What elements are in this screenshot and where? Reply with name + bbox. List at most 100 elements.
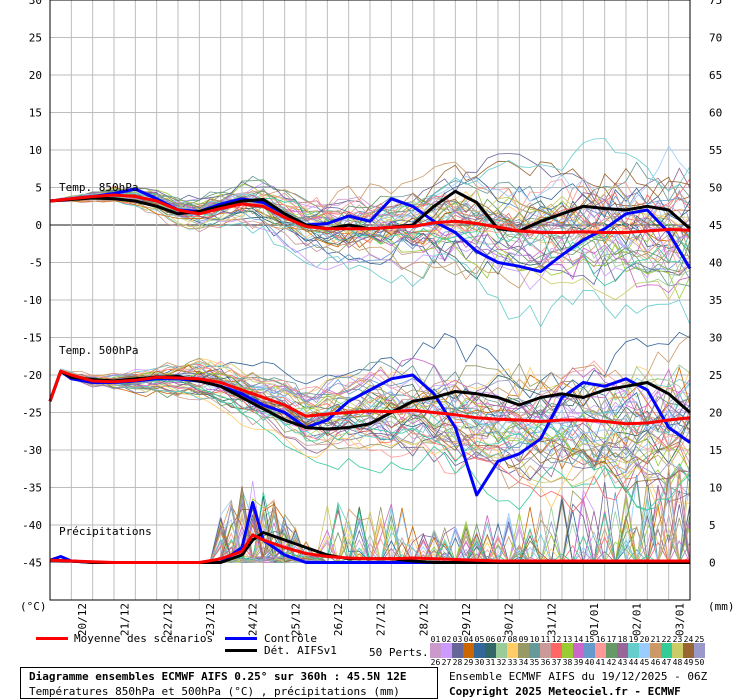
- pert-swatch: [529, 643, 540, 652]
- left-tick-label: 25: [29, 32, 42, 45]
- copyright: Copyright 2025 Meteociel.fr - ECMWF: [449, 685, 681, 698]
- right-tick-label: 10: [709, 482, 722, 495]
- left-axis-unit: (°C): [20, 600, 47, 613]
- x-tick-label: 28/12: [417, 603, 430, 636]
- pert-legend-item: 50: [694, 649, 705, 667]
- pert-legend-item: 43: [617, 649, 628, 667]
- pert-number: 25: [694, 635, 705, 644]
- right-tick-label: 0: [709, 557, 716, 570]
- pert-swatch: [430, 643, 441, 652]
- perturbation-line-t850: [49, 190, 691, 294]
- pert-legend-row-1: 01 02 03 04 05 06 07 08 09 10 11 12 13 14 15 16 17 18 19 20…: [430, 635, 705, 652]
- pert-legend-item: 18: [617, 635, 628, 652]
- pert-number: 46: [650, 658, 661, 667]
- legend-control-swatch: [225, 637, 257, 640]
- pert-legend-item: 44: [628, 649, 639, 667]
- pert-number: 36: [540, 658, 551, 667]
- pert-legend-item: 36: [540, 649, 551, 667]
- left-tick-label: 5: [35, 182, 42, 195]
- chart-grid: [49, 0, 691, 600]
- left-tick-label: 0: [35, 219, 42, 232]
- pert-legend-item: 11: [540, 635, 551, 652]
- x-tick-label: 20/12: [76, 603, 89, 636]
- pert-legend-item: 02: [441, 635, 452, 652]
- left-tick-label: -45: [22, 557, 42, 570]
- perturbation-line-t500: [49, 370, 691, 444]
- legend-perts-label: 50 Perts.: [369, 646, 429, 659]
- x-tick-label: 23/12: [204, 603, 217, 636]
- pert-swatch: [529, 649, 540, 658]
- left-tick-label: -15: [22, 332, 42, 345]
- x-tick-label: 31/12: [545, 603, 558, 636]
- pert-swatch: [672, 643, 683, 652]
- pert-number: 33: [507, 658, 518, 667]
- pert-legend-item: 03: [452, 635, 463, 652]
- pert-swatch: [562, 643, 573, 652]
- pert-swatch: [540, 643, 551, 652]
- chart-title: Diagramme ensembles ECMWF AIFS 0.25° sur…: [29, 670, 407, 683]
- right-tick-label: 70: [709, 32, 722, 45]
- pert-swatch: [518, 649, 529, 658]
- pert-number: 01: [430, 635, 441, 644]
- perturbation-line-t500: [49, 361, 691, 485]
- pert-swatch: [463, 649, 474, 658]
- series-line-t850: [49, 187, 692, 273]
- pert-legend-item: 39: [573, 649, 584, 667]
- legend-control-label: Contrôle: [264, 632, 317, 645]
- pert-legend-item: 19: [628, 635, 639, 652]
- pert-number: 12: [551, 635, 562, 644]
- pert-number: 13: [562, 635, 573, 644]
- pert-number: 26: [430, 658, 441, 667]
- pert-number: 48: [672, 658, 683, 667]
- pert-number: 07: [496, 635, 507, 644]
- pert-legend-item: 20: [639, 635, 650, 652]
- pert-swatch: [661, 649, 672, 658]
- pert-swatch: [540, 649, 551, 658]
- perturbation-line-t850: [49, 197, 691, 289]
- series-line-t500: [48, 369, 691, 426]
- pert-swatch: [628, 643, 639, 652]
- perturbation-line-t850: [49, 198, 691, 328]
- pert-number: 37: [551, 658, 562, 667]
- legend-mean-label: Moyenne des scénarios: [74, 632, 214, 645]
- pert-legend-item: 38: [562, 649, 573, 667]
- perturbation-line-t500: [49, 364, 691, 448]
- pert-legend-item: 16: [595, 635, 606, 652]
- pert-legend-item: 46: [650, 649, 661, 667]
- right-tick-label: 65: [709, 69, 722, 82]
- x-tick-label: 25/12: [289, 603, 302, 636]
- perturbation-line-t850: [49, 188, 691, 248]
- pert-number: 49: [683, 658, 694, 667]
- pert-number: 40: [584, 658, 595, 667]
- pert-number: 21: [650, 635, 661, 644]
- pert-legend-item: 40: [584, 649, 595, 667]
- pert-swatch: [485, 643, 496, 652]
- main-series: [48, 187, 692, 564]
- pert-legend-item: 30: [474, 649, 485, 667]
- pert-number: 04: [463, 635, 474, 644]
- pert-swatch: [650, 643, 661, 652]
- title-box: Diagramme ensembles ECMWF AIFS 0.25° sur…: [20, 667, 438, 699]
- pert-legend-item: 24: [683, 635, 694, 652]
- x-tick-label: 01/01: [588, 603, 601, 636]
- pert-swatch: [617, 643, 628, 652]
- pert-number: 41: [595, 658, 606, 667]
- pert-swatch: [573, 643, 584, 652]
- pert-legend-item: 28: [452, 649, 463, 667]
- pert-legend-item: 06: [485, 635, 496, 652]
- x-tick-label: 22/12: [161, 603, 174, 636]
- right-tick-label: 50: [709, 182, 722, 195]
- right-tick-label: 45: [709, 219, 722, 232]
- x-tick-label: 29/12: [460, 603, 473, 636]
- right-tick-label: 60: [709, 107, 722, 120]
- pert-legend-item: 33: [507, 649, 518, 667]
- pert-legend-item: 14: [573, 635, 584, 652]
- pert-swatch: [496, 649, 507, 658]
- pert-legend-item: 08: [507, 635, 518, 652]
- left-tick-label: 30: [29, 0, 42, 7]
- pert-number: 34: [518, 658, 529, 667]
- right-tick-label: 20: [709, 407, 722, 420]
- right-tick-label: 5: [709, 519, 716, 532]
- pert-number: 24: [683, 635, 694, 644]
